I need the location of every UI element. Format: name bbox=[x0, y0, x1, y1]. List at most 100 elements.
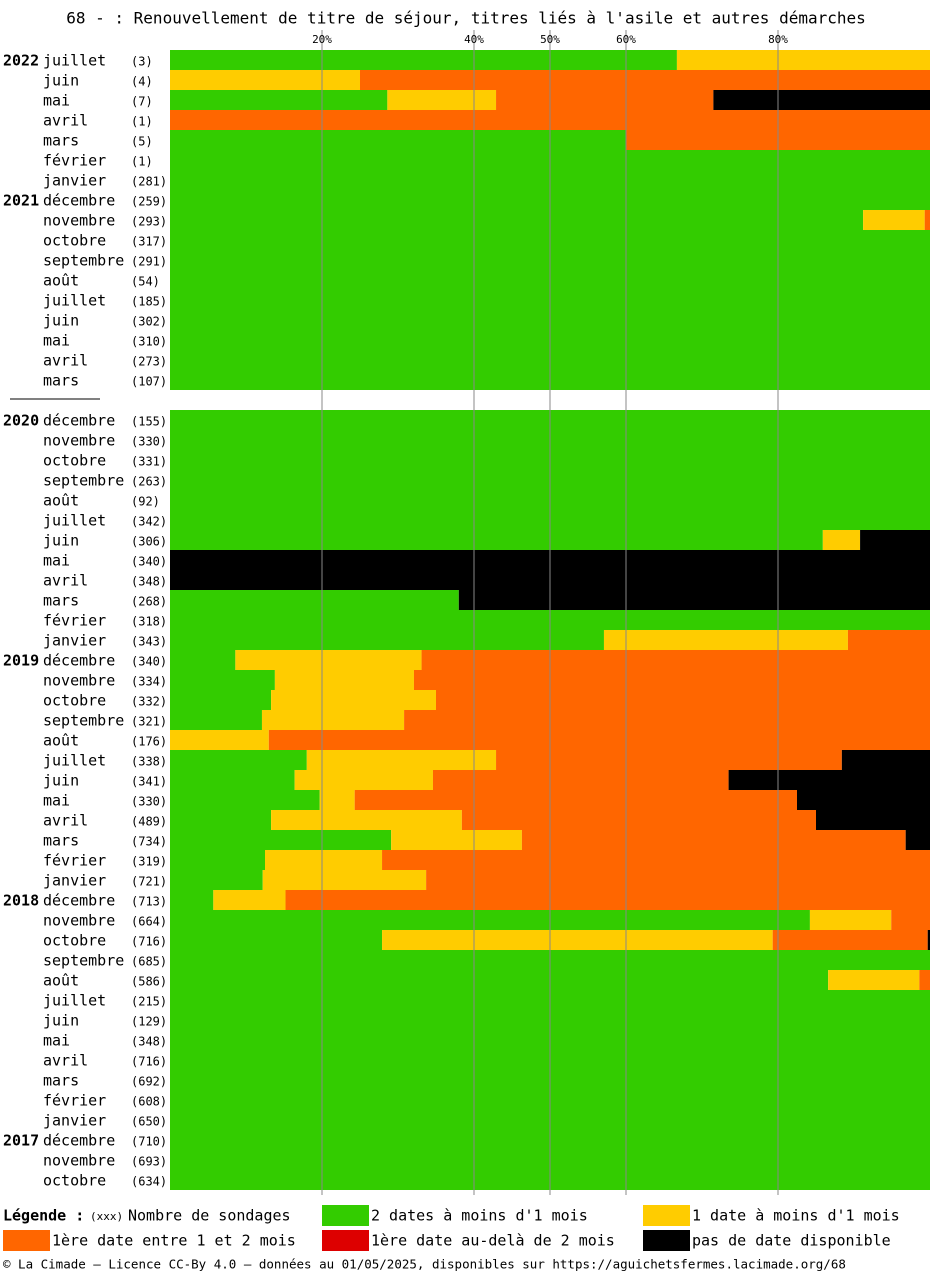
x-tick-label: 40% bbox=[464, 33, 484, 46]
bar-segment bbox=[496, 90, 714, 110]
bar-segment bbox=[170, 850, 265, 870]
month-label: mars bbox=[43, 592, 79, 610]
bar-segment bbox=[268, 730, 930, 750]
bar-segment bbox=[521, 830, 906, 850]
count-label: (281) bbox=[131, 175, 167, 189]
bar-segment bbox=[387, 90, 497, 110]
bar-segment bbox=[170, 810, 272, 830]
bar-segment bbox=[354, 790, 797, 810]
legend-label: 1ère date au-delà de 2 mois bbox=[371, 1232, 615, 1250]
month-label: octobre bbox=[43, 932, 106, 950]
legend-swatch bbox=[643, 1205, 690, 1226]
month-label: janvier bbox=[43, 632, 106, 650]
count-label: (259) bbox=[131, 195, 167, 209]
count-label: (319) bbox=[131, 855, 167, 869]
legend-label: 1ère date entre 1 et 2 mois bbox=[52, 1232, 296, 1250]
month-label: avril bbox=[43, 1052, 88, 1070]
bar-segment bbox=[809, 910, 892, 930]
count-label: (330) bbox=[131, 795, 167, 809]
count-label: (293) bbox=[131, 215, 167, 229]
count-label: (586) bbox=[131, 975, 167, 989]
count-label: (330) bbox=[131, 435, 167, 449]
bar-segment bbox=[170, 530, 823, 550]
bar-segment bbox=[170, 890, 214, 910]
bar-segment bbox=[170, 730, 269, 750]
bar-segment bbox=[816, 810, 930, 830]
bar-segment bbox=[265, 850, 383, 870]
count-label: (608) bbox=[131, 1095, 167, 1109]
month-label: juin bbox=[43, 312, 79, 330]
footer: © La Cimade — Licence CC-By 4.0 — donnée… bbox=[3, 1257, 846, 1272]
count-label: (721) bbox=[131, 875, 167, 889]
month-label: février bbox=[43, 612, 106, 630]
bar-segment bbox=[426, 870, 930, 890]
count-legend-sample: (xxx) bbox=[90, 1210, 123, 1223]
bar-segment bbox=[822, 530, 861, 550]
count-label: (338) bbox=[131, 755, 167, 769]
month-label: septembre bbox=[43, 712, 124, 730]
month-label: septembre bbox=[43, 472, 124, 490]
month-label: janvier bbox=[43, 172, 106, 190]
month-label: octobre bbox=[43, 452, 106, 470]
x-tick-label: 60% bbox=[616, 33, 636, 46]
bar-segment bbox=[170, 870, 263, 890]
legend-swatch bbox=[322, 1230, 369, 1251]
count-label: (215) bbox=[131, 995, 167, 1009]
month-label: mai bbox=[43, 332, 70, 350]
count-label: (342) bbox=[131, 515, 167, 529]
count-label: (331) bbox=[131, 455, 167, 469]
month-label: août bbox=[43, 492, 79, 510]
bar-segment bbox=[170, 710, 262, 730]
bar-segment bbox=[919, 970, 930, 990]
count-label: (263) bbox=[131, 475, 167, 489]
count-label: (1) bbox=[131, 155, 153, 169]
count-label: (4) bbox=[131, 75, 153, 89]
bar-segment bbox=[728, 770, 930, 790]
count-label: (489) bbox=[131, 815, 167, 829]
count-label: (7) bbox=[131, 95, 153, 109]
month-label: septembre bbox=[43, 252, 124, 270]
count-label: (317) bbox=[131, 235, 167, 249]
legend-swatch bbox=[322, 1205, 369, 1226]
legend-title: Légende : bbox=[3, 1207, 84, 1225]
bar-segment bbox=[382, 850, 930, 870]
bar-segment bbox=[213, 890, 286, 910]
x-tick-label: 20% bbox=[312, 33, 332, 46]
bar-segment bbox=[170, 210, 864, 230]
bar-segment bbox=[797, 790, 930, 810]
month-label: juin bbox=[43, 1012, 79, 1030]
year-label: 2018 bbox=[3, 892, 39, 910]
bar-segment bbox=[294, 770, 433, 790]
month-label: juillet bbox=[43, 52, 106, 70]
month-label: octobre bbox=[43, 692, 106, 710]
count-label: (713) bbox=[131, 895, 167, 909]
month-label: novembre bbox=[43, 432, 115, 450]
count-label: (321) bbox=[131, 715, 167, 729]
month-label: novembre bbox=[43, 672, 115, 690]
count-label: (332) bbox=[131, 695, 167, 709]
count-label: (348) bbox=[131, 575, 167, 589]
bar-segment bbox=[461, 810, 816, 830]
month-label: septembre bbox=[43, 952, 124, 970]
bar-segment bbox=[413, 670, 930, 690]
month-label: février bbox=[43, 852, 106, 870]
bar-segment bbox=[828, 970, 920, 990]
month-label: janvier bbox=[43, 1112, 106, 1130]
month-label: mai bbox=[43, 552, 70, 570]
count-label: (716) bbox=[131, 935, 167, 949]
count-label: (693) bbox=[131, 1155, 167, 1169]
bar-segment bbox=[170, 50, 677, 70]
month-label: novembre bbox=[43, 1152, 115, 1170]
year-label: 2021 bbox=[3, 192, 39, 210]
count-label: (734) bbox=[131, 835, 167, 849]
bar-segment bbox=[360, 70, 930, 90]
month-label: décembre bbox=[43, 652, 115, 670]
count-label: (54) bbox=[131, 275, 160, 289]
bar-segment bbox=[905, 830, 930, 850]
bar-segment bbox=[170, 930, 383, 950]
bar-segment bbox=[170, 830, 392, 850]
bar-segment bbox=[863, 210, 925, 230]
count-label: (268) bbox=[131, 595, 167, 609]
count-label: (650) bbox=[131, 1115, 167, 1129]
month-label: janvier bbox=[43, 872, 106, 890]
